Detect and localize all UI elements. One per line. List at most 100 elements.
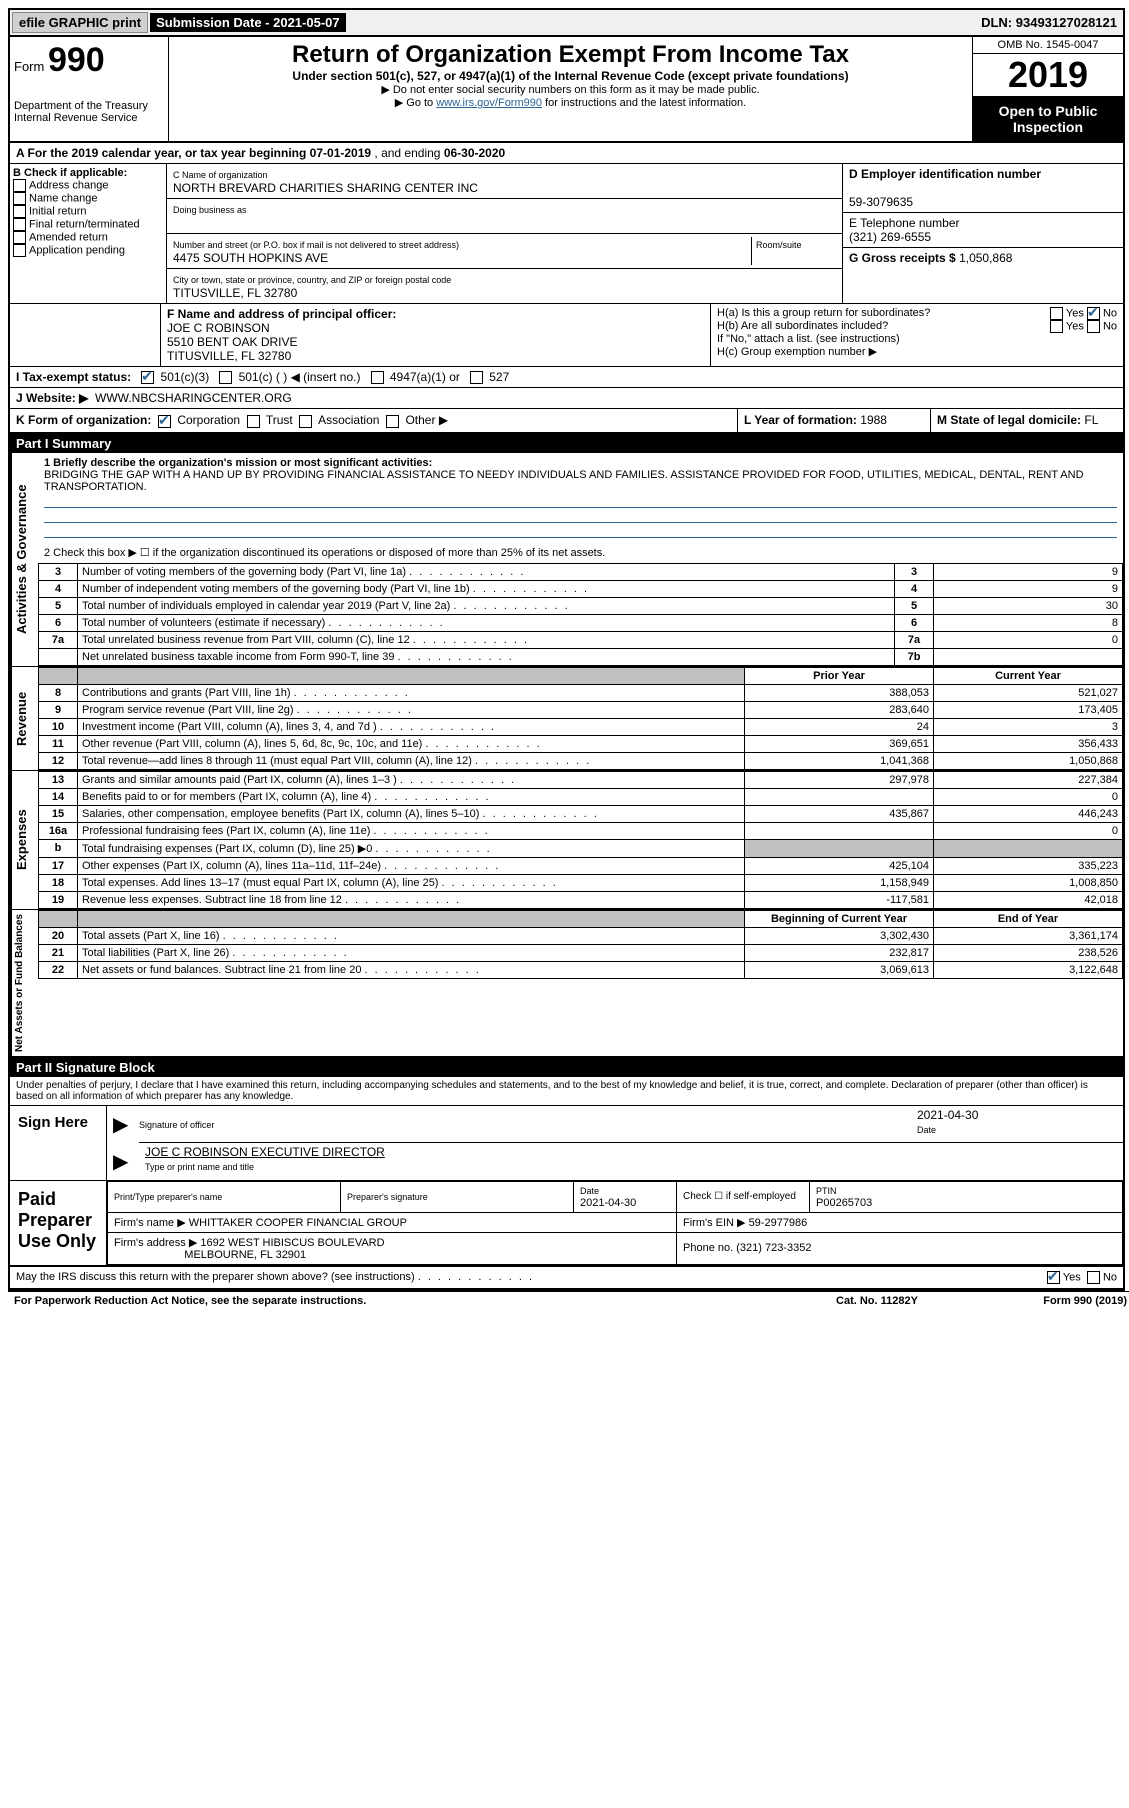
check-501c[interactable]: [219, 371, 232, 384]
dln-value: 93493127028121: [1016, 15, 1117, 30]
table-row: 12Total revenue—add lines 8 through 11 (…: [39, 752, 1123, 769]
row-value: 0: [934, 631, 1123, 648]
check-address-change[interactable]: [13, 179, 26, 192]
check-application-pending[interactable]: [13, 244, 26, 257]
h-b-yes-check[interactable]: [1050, 320, 1063, 333]
mission-line: [44, 523, 1117, 538]
row-number: 12: [39, 752, 78, 769]
website-value: WWW.NBCSHARINGCENTER.ORG: [95, 391, 292, 405]
prior-year-value: 1,158,949: [745, 874, 934, 891]
rev-header-desc: [78, 667, 745, 684]
efile-button[interactable]: efile GRAPHIC print: [12, 12, 148, 33]
row-number: 19: [39, 891, 78, 908]
ein-value: 59-3079635: [849, 195, 913, 209]
h-b-no-check[interactable]: [1087, 320, 1100, 333]
prior-year-value: 388,053: [745, 684, 934, 701]
h-a-yes-check[interactable]: [1050, 307, 1063, 320]
check-corporation[interactable]: [158, 415, 171, 428]
form-number: 990: [48, 41, 105, 79]
section-a-begin: 07-01-2019: [310, 146, 371, 160]
q1-label: 1 Briefly describe the organization's mi…: [44, 457, 432, 469]
row-description: Net assets or fund balances. Subtract li…: [78, 961, 745, 978]
header-left: Form 990 Department of the Treasury Inte…: [10, 37, 169, 141]
h-a-no-check[interactable]: [1087, 307, 1100, 320]
h-a-no: No: [1103, 307, 1117, 319]
may-irs-yes-check[interactable]: [1047, 1271, 1060, 1284]
h-b-no: No: [1103, 320, 1117, 332]
dba-label: Doing business as: [173, 205, 247, 215]
row-number: 13: [39, 771, 78, 788]
check-association[interactable]: [299, 415, 312, 428]
check-527[interactable]: [470, 371, 483, 384]
check-4947[interactable]: [371, 371, 384, 384]
check-name-change[interactable]: [13, 192, 26, 205]
row-value: [934, 648, 1123, 665]
table-row: 6Total number of volunteers (estimate if…: [39, 614, 1123, 631]
table-row: 11Other revenue (Part VIII, column (A), …: [39, 735, 1123, 752]
current-year-value: 227,384: [934, 771, 1123, 788]
sig-officer-label: Signature of officer: [139, 1106, 911, 1143]
prior-year-value: 369,651: [745, 735, 934, 752]
section-a-pre: A For the 2019 calendar year, or tax yea…: [16, 146, 310, 160]
q2-text: 2 Check this box ▶ ☐ if the organization…: [38, 542, 1123, 563]
label-other: Other ▶: [405, 413, 448, 427]
check-amended-return[interactable]: [13, 231, 26, 244]
row-number: 18: [39, 874, 78, 891]
firm-addr-label: Firm's address ▶: [114, 1237, 197, 1249]
room-label: Room/suite: [756, 240, 802, 250]
check-initial-return[interactable]: [13, 205, 26, 218]
prior-year-value: -117,581: [745, 891, 934, 908]
col-eoy: End of Year: [934, 910, 1123, 927]
row-box-number: 7b: [895, 648, 934, 665]
form-note2: ▶ Go to www.irs.gov/Form990 for instruct…: [173, 96, 968, 109]
h-a-label: H(a) Is this a group return for subordin…: [717, 307, 1050, 320]
form-note1: ▶ Do not enter social security numbers o…: [173, 83, 968, 96]
omb-number: OMB No. 1545-0047: [973, 37, 1123, 54]
check-501c3[interactable]: [141, 371, 154, 384]
row-number: 21: [39, 944, 78, 961]
current-year-value: 0: [934, 788, 1123, 805]
col-boy: Beginning of Current Year: [745, 910, 934, 927]
box-b-label: B Check if applicable:: [13, 167, 127, 179]
part1-body: Activities & Governance 1 Briefly descri…: [10, 453, 1123, 667]
row-number: 15: [39, 805, 78, 822]
firm-addr2: MELBOURNE, FL 32901: [184, 1249, 306, 1261]
current-year-value: 3,122,648: [934, 961, 1123, 978]
sign-arrow-icon: ▶: [107, 1106, 139, 1143]
current-year-value: 446,243: [934, 805, 1123, 822]
street-label: Number and street (or P.O. box if mail i…: [173, 240, 459, 250]
box-i-label: I Tax-exempt status:: [16, 370, 131, 384]
row-description: Program service revenue (Part VIII, line…: [78, 701, 745, 718]
prep-date: 2021-04-30: [580, 1197, 636, 1209]
table-row: 9Program service revenue (Part VIII, lin…: [39, 701, 1123, 718]
org-info-block: B Check if applicable: Address change Na…: [10, 164, 1123, 304]
row-description: Investment income (Part VIII, column (A)…: [78, 718, 745, 735]
expenses-block: Expenses 13Grants and similar amounts pa…: [10, 771, 1123, 910]
open-public-badge: Open to Public Inspection: [973, 97, 1123, 141]
may-irs-no: No: [1103, 1271, 1117, 1283]
check-final-return[interactable]: [13, 218, 26, 231]
form-title: Return of Organization Exempt From Incom…: [173, 41, 968, 69]
box-m-label: M State of legal domicile:: [937, 413, 1081, 427]
submission-date-label: Submission Date - 2021-05-07: [150, 13, 346, 32]
table-row: 14Benefits paid to or for members (Part …: [39, 788, 1123, 805]
row-description: Number of independent voting members of …: [78, 580, 895, 597]
form-footer-label: Form 990 (2019): [977, 1295, 1127, 1307]
box-b: B Check if applicable: Address change Na…: [10, 164, 167, 303]
paid-preparer-label: Paid Preparer Use Only: [10, 1181, 107, 1265]
table-row: 15Salaries, other compensation, employee…: [39, 805, 1123, 822]
state-domicile: FL: [1084, 413, 1098, 427]
city-value: TITUSVILLE, FL 32780: [173, 286, 297, 300]
row-description: Total number of individuals employed in …: [78, 597, 895, 614]
row-number: 14: [39, 788, 78, 805]
check-other[interactable]: [386, 415, 399, 428]
may-irs-no-check[interactable]: [1087, 1271, 1100, 1284]
check-trust[interactable]: [247, 415, 260, 428]
net-header-blank: [39, 910, 78, 927]
table-row: 3Number of voting members of the governi…: [39, 563, 1123, 580]
label-initial-return: Initial return: [29, 205, 86, 217]
f-h-block: F Name and address of principal officer:…: [10, 304, 1123, 367]
phone-label: E Telephone number: [849, 216, 960, 230]
prep-name-label: Print/Type preparer's name: [114, 1192, 222, 1202]
irs-link[interactable]: www.irs.gov/Form990: [436, 97, 542, 109]
